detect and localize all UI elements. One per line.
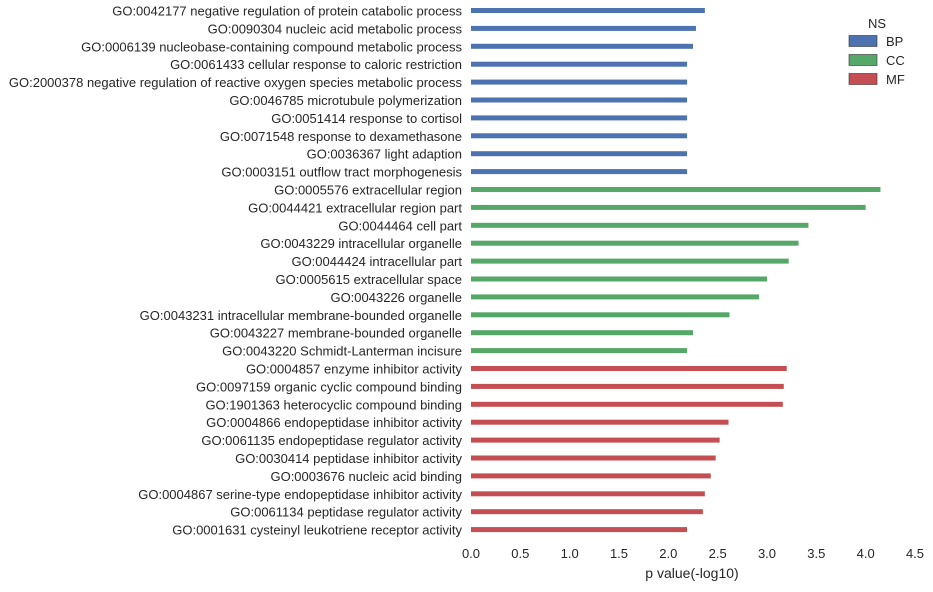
x-tick-labels: 0.0 0.5 1.0 1.5 2.0 2.5 3.0 3.5 4.0 4.5 (462, 546, 924, 561)
y-tick-label-1: GO:0090304 nucleic acid metabolic proces… (208, 21, 463, 36)
y-tick-label-18: GO:0043227 membrane-bounded organelle (210, 326, 462, 341)
y-tick-label-16: GO:0043226 organelle (330, 290, 462, 305)
y-tick-label-20: GO:0004857 enzyme inhibitor activity (246, 362, 463, 377)
bar-mf-27 (471, 491, 705, 497)
x-tick-label-7: 3.5 (807, 546, 825, 561)
y-tick-label-19: GO:0043220 Schmidt-Lanterman incisure (222, 344, 462, 359)
y-tick-label-12: GO:0044464 cell part (338, 218, 462, 233)
bar-mf-20 (471, 366, 787, 371)
legend-label-mf: MF (886, 72, 905, 87)
bar-cc-17 (471, 312, 730, 318)
y-tick-label-27: GO:0004867 serine-type endopeptidase inh… (138, 487, 462, 502)
y-tick-label-15: GO:0005615 extracellular space (276, 272, 462, 287)
x-axis-label: p value(-log10) (645, 565, 738, 581)
x-tick-label-6: 3.0 (758, 546, 776, 561)
bar-mf-29 (471, 527, 688, 533)
legend-entries: BP CC MF (848, 34, 905, 87)
bar-bp-5 (471, 97, 688, 103)
x-tick-label-2: 1.0 (561, 546, 579, 561)
legend-title: NS (868, 16, 886, 31)
bar-bp-0 (471, 8, 705, 13)
y-tick-label-6: GO:0051414 response to cortisol (271, 111, 462, 126)
bars-layer (471, 8, 881, 533)
legend-label-cc: CC (886, 53, 905, 68)
bar-cc-16 (471, 294, 760, 300)
y-tick-label-8: GO:0036367 light adaption (307, 147, 462, 162)
y-tick-label-4: GO:2000378 negative regulation of reacti… (9, 75, 463, 90)
bar-mf-24 (471, 437, 720, 443)
bar-cc-15 (471, 276, 767, 282)
bar-mf-22 (471, 401, 783, 407)
bar-bp-4 (471, 79, 688, 85)
bar-bp-6 (471, 115, 688, 121)
bar-bp-1 (471, 25, 696, 31)
x-tick-label-8: 4.0 (857, 546, 875, 561)
x-tick-label-4: 2.0 (659, 546, 677, 561)
y-tick-label-28: GO:0061134 peptidase regulator activity (230, 505, 462, 520)
bar-cc-11 (471, 204, 866, 210)
legend-swatch-mf (848, 73, 878, 85)
bar-cc-14 (471, 258, 789, 264)
bar-mf-28 (471, 509, 703, 515)
bar-bp-7 (471, 133, 688, 139)
y-tick-label-11: GO:0044421 extracellular region part (248, 200, 462, 215)
bar-cc-10 (471, 187, 881, 192)
y-tick-label-9: GO:0003151 outflow tract morphogenesis (221, 165, 462, 180)
y-tick-label-7: GO:0071548 response to dexamethasone (220, 129, 462, 144)
y-tick-label-25: GO:0030414 peptidase inhibitor activity (235, 451, 462, 466)
y-tick-label-0: GO:0042177 negative regulation of protei… (112, 4, 462, 19)
legend-label-bp: BP (886, 34, 903, 49)
legend: NS BP CC MF (848, 16, 905, 87)
y-tick-label-5: GO:0046785 microtubule polymerization (229, 93, 462, 108)
bar-bp-9 (471, 169, 688, 175)
y-tick-label-10: GO:0005576 extracellular region (274, 183, 462, 198)
bar-bp-8 (471, 151, 688, 157)
y-tick-label-22: GO:1901363 heterocyclic compound binding (205, 397, 462, 412)
bar-bp-3 (471, 61, 688, 67)
bar-mf-23 (471, 419, 729, 425)
y-tick-label-14: GO:0044424 intracellular part (291, 254, 462, 269)
bar-cc-19 (471, 348, 688, 354)
y-tick-label-2: GO:0006139 nucleobase-containing compoun… (81, 39, 462, 54)
bar-cc-18 (471, 330, 693, 336)
legend-swatch-bp (848, 35, 878, 47)
legend-swatch-cc (848, 54, 878, 66)
y-tick-label-23: GO:0004866 endopeptidase inhibitor activ… (206, 415, 462, 430)
y-tick-label-29: GO:0001631 cysteinyl leukotriene recepto… (172, 523, 462, 538)
bar-bp-2 (471, 43, 693, 49)
y-tick-label-13: GO:0043229 intracellular organelle (260, 236, 462, 251)
bar-cc-12 (471, 222, 809, 228)
y-tick-label-17: GO:0043231 intracellular membrane-bounde… (140, 308, 462, 323)
bar-mf-26 (471, 473, 711, 479)
y-tick-labels: GO:0042177 negative regulation of protei… (9, 4, 463, 538)
y-tick-label-26: GO:0003676 nucleic acid binding (270, 469, 462, 484)
y-tick-label-3: GO:0061433 cellular response to caloric … (170, 57, 462, 72)
x-tick-label-0: 0.0 (462, 546, 480, 561)
bar-mf-21 (471, 383, 784, 389)
x-tick-label-5: 2.5 (709, 546, 727, 561)
y-tick-label-21: GO:0097159 organic cyclic compound bindi… (196, 379, 462, 394)
y-tick-label-24: GO:0061135 endopeptidase regulator activ… (201, 433, 462, 448)
bar-cc-13 (471, 240, 799, 246)
x-tick-label-3: 1.5 (610, 546, 628, 561)
x-tick-label-9: 4.5 (906, 546, 924, 561)
bar-mf-25 (471, 455, 716, 461)
x-tick-label-1: 0.5 (511, 546, 529, 561)
